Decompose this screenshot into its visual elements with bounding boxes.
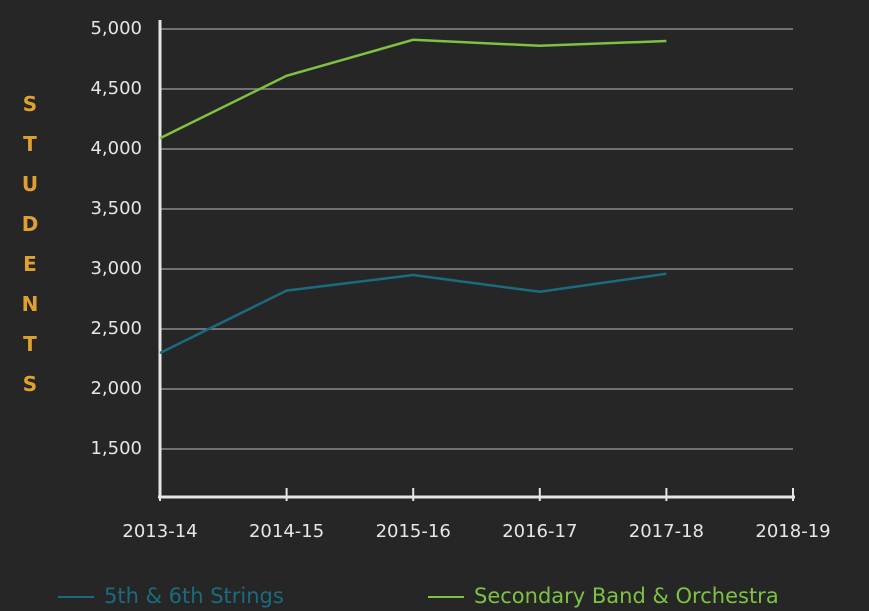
- x-tick-label: 2014-15: [249, 521, 324, 542]
- x-tick-label: 2016-17: [502, 521, 577, 542]
- y-tick-label: 3,500: [90, 198, 142, 219]
- y-tick-label: 4,000: [90, 138, 142, 159]
- y-tick-label: 5,000: [90, 18, 142, 39]
- y-tick-label: 2,500: [90, 318, 142, 339]
- legend-swatch: [58, 596, 94, 598]
- chart: 1,500 2,000 2,500 3,000 3,500 4,000 4,500 5,000…: [90, 18, 830, 542]
- x-tick-label: 2018-19: [755, 521, 830, 542]
- y-tick-label: 1,500: [90, 438, 142, 459]
- legend-item: 5th & 6th Strings: [58, 584, 284, 608]
- y-tick-label: 2,000: [90, 378, 142, 399]
- legend-label: Secondary Band & Orchestra: [474, 584, 779, 608]
- legend-swatch: [428, 596, 464, 598]
- y-tick-label: 4,500: [90, 78, 142, 99]
- x-tick-label: 2013-14: [122, 521, 197, 542]
- legend: 5th & 6th Strings Secondary Band & Orches…: [0, 584, 869, 611]
- legend-label: 5th & 6th Strings: [104, 584, 284, 608]
- y-tick-label: 3,000: [90, 258, 142, 279]
- x-tick-label: 2015-16: [376, 521, 451, 542]
- x-tick-label: 2017-18: [629, 521, 704, 542]
- series-line: [159, 38, 667, 140]
- legend-item: Secondary Band & Orchestra: [428, 584, 779, 608]
- series-line: [159, 272, 667, 355]
- y-axis-label: STUDENTS: [18, 92, 42, 412]
